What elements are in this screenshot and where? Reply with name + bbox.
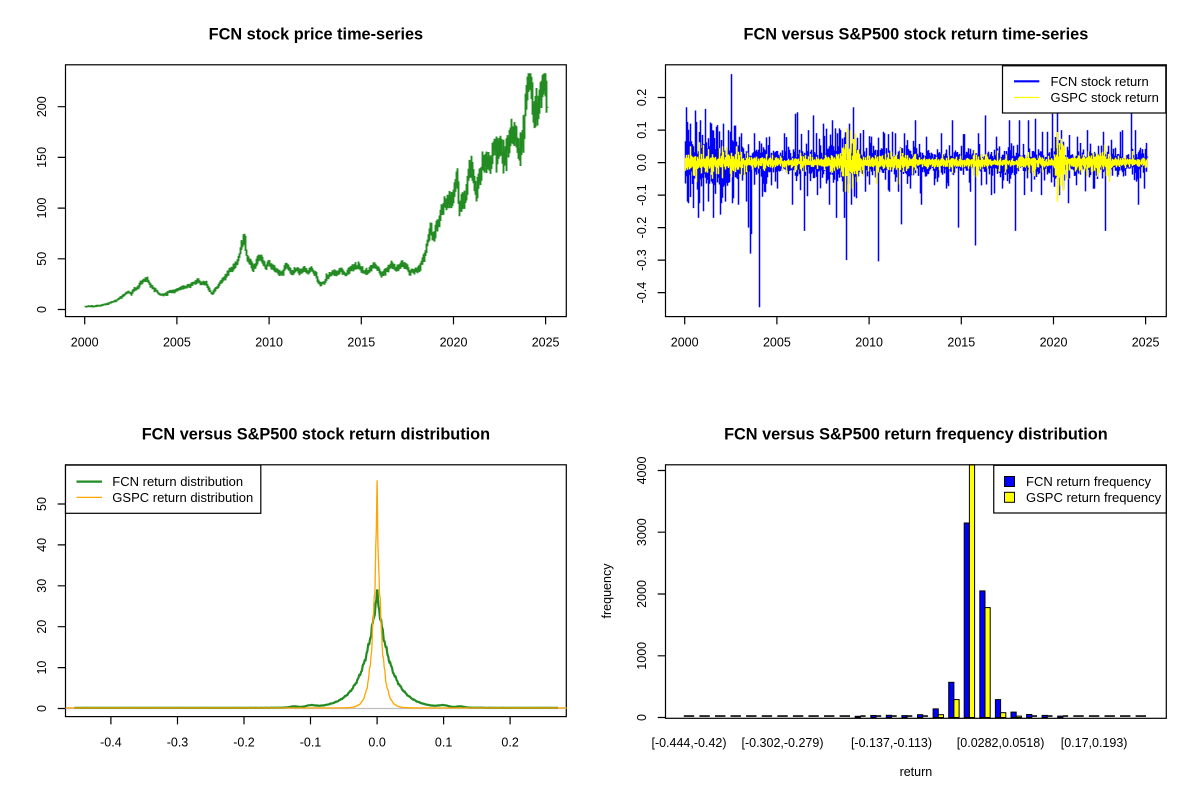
- svg-text:2005: 2005: [763, 336, 791, 350]
- svg-text:4000: 4000: [635, 457, 649, 485]
- svg-text:10: 10: [35, 661, 49, 675]
- svg-text:FCN versus S&P500 stock return: FCN versus S&P500 stock return distribut…: [142, 426, 490, 444]
- svg-text:2015: 2015: [947, 336, 975, 350]
- svg-text:2000: 2000: [71, 336, 99, 350]
- svg-text:2010: 2010: [855, 336, 883, 350]
- svg-text:2025: 2025: [1132, 336, 1160, 350]
- svg-text:0.1: 0.1: [635, 121, 649, 138]
- svg-text:FCN return distribution: FCN return distribution: [112, 474, 243, 489]
- svg-text:FCN versus S&P500 return frequ: FCN versus S&P500 return frequency distr…: [724, 426, 1108, 444]
- svg-text:0: 0: [635, 714, 649, 721]
- svg-text:0: 0: [35, 705, 49, 712]
- svg-text:-0.4: -0.4: [100, 736, 122, 750]
- svg-text:2000: 2000: [671, 336, 699, 350]
- svg-text:-0.1: -0.1: [635, 184, 649, 206]
- svg-text:0: 0: [35, 306, 49, 313]
- svg-text:2015: 2015: [347, 336, 375, 350]
- svg-text:30: 30: [35, 579, 49, 593]
- svg-text:-0.2: -0.2: [635, 217, 649, 239]
- svg-text:2025: 2025: [532, 336, 560, 350]
- svg-text:GSPC return frequency: GSPC return frequency: [1026, 490, 1162, 505]
- svg-text:[0.17,0.193): [0.17,0.193): [1061, 736, 1128, 750]
- svg-text:20: 20: [35, 620, 49, 634]
- svg-text:[-0.444,-0.42): [-0.444,-0.42): [651, 736, 726, 750]
- svg-text:-0.4: -0.4: [635, 282, 649, 304]
- svg-text:FCN return frequency: FCN return frequency: [1026, 474, 1151, 489]
- svg-text:frequency: frequency: [600, 563, 614, 619]
- svg-text:50: 50: [35, 252, 49, 266]
- svg-text:FCN stock price time-series: FCN stock price time-series: [209, 26, 423, 44]
- svg-text:1000: 1000: [635, 642, 649, 670]
- svg-text:2020: 2020: [1040, 336, 1068, 350]
- svg-text:40: 40: [35, 538, 49, 552]
- svg-text:0.1: 0.1: [435, 736, 452, 750]
- svg-text:-0.1: -0.1: [300, 736, 322, 750]
- svg-text:2020: 2020: [440, 336, 468, 350]
- svg-text:150: 150: [35, 147, 49, 168]
- svg-text:FCN stock return: FCN stock return: [1051, 74, 1149, 89]
- svg-text:50: 50: [35, 497, 49, 511]
- svg-text:2000: 2000: [635, 580, 649, 608]
- svg-text:0.2: 0.2: [635, 89, 649, 106]
- svg-text:[-0.302,-0.279): [-0.302,-0.279): [742, 736, 824, 750]
- svg-text:FCN versus S&P500 stock return: FCN versus S&P500 stock return time-seri…: [744, 26, 1089, 44]
- svg-text:GSPC stock return: GSPC stock return: [1051, 90, 1159, 105]
- svg-text:0.0: 0.0: [368, 736, 385, 750]
- svg-text:GSPC return distribution: GSPC return distribution: [112, 490, 253, 505]
- svg-text:100: 100: [35, 198, 49, 219]
- svg-text:-0.3: -0.3: [167, 736, 189, 750]
- svg-text:[-0.137,-0.113): [-0.137,-0.113): [851, 736, 932, 750]
- svg-text:[0.0282,0.0518): [0.0282,0.0518): [957, 736, 1045, 750]
- svg-text:3000: 3000: [635, 518, 649, 546]
- svg-text:200: 200: [35, 96, 49, 117]
- svg-text:0.2: 0.2: [501, 736, 518, 750]
- svg-text:return: return: [900, 765, 933, 779]
- svg-text:2010: 2010: [255, 336, 283, 350]
- svg-text:0.0: 0.0: [635, 154, 649, 171]
- svg-text:-0.3: -0.3: [635, 249, 649, 271]
- svg-text:-0.2: -0.2: [233, 736, 255, 750]
- svg-text:2005: 2005: [163, 336, 191, 350]
